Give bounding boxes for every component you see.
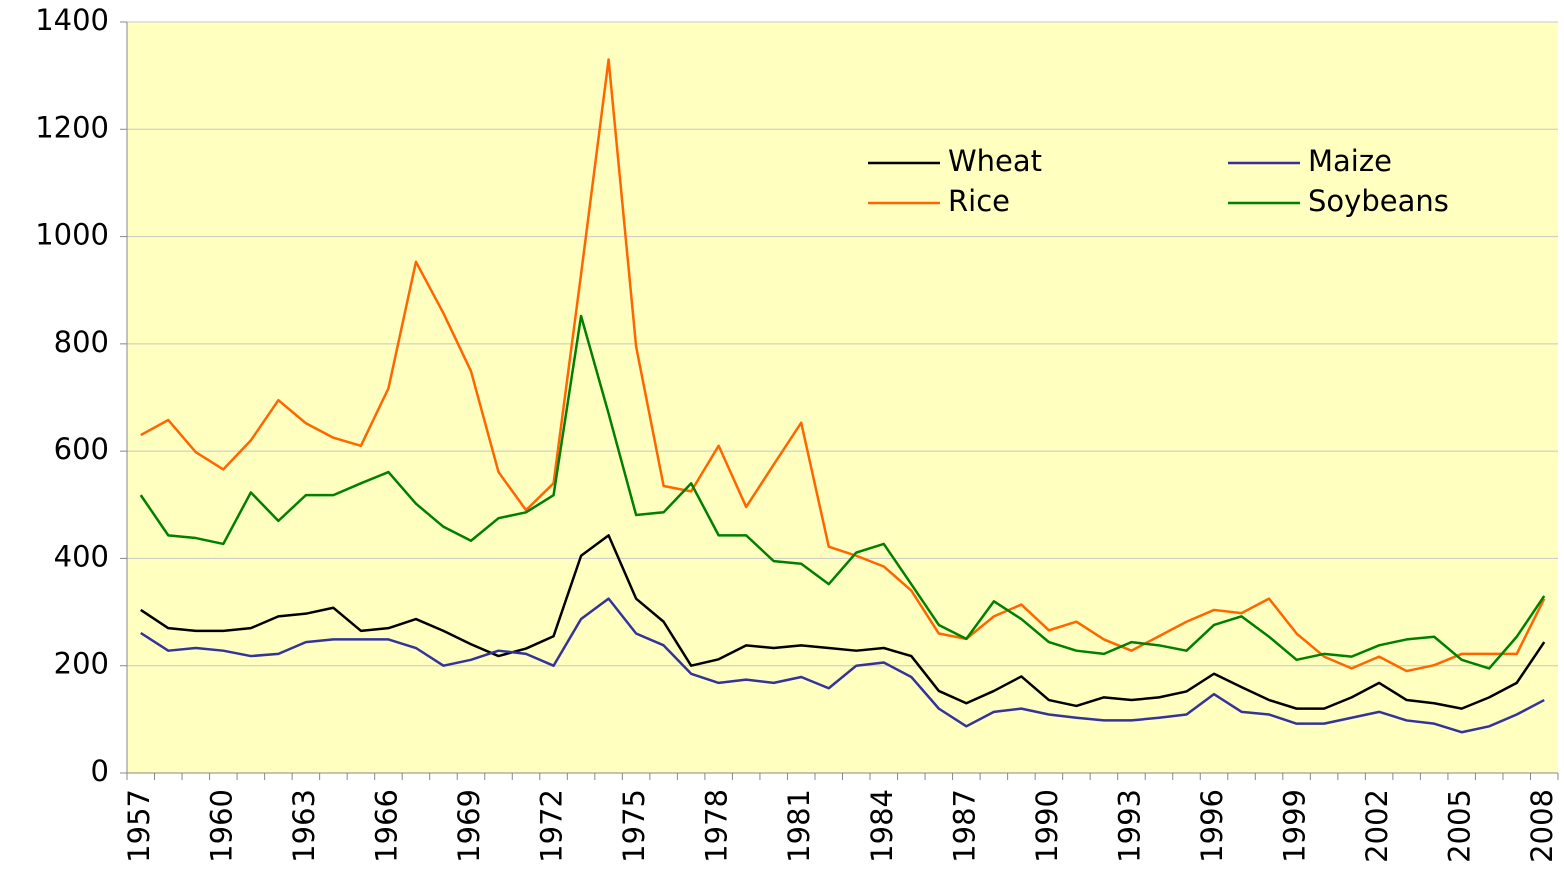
x-tick-label: 1984 <box>865 789 899 863</box>
series-line <box>140 597 1545 734</box>
legend-label: Maize <box>1308 144 1392 178</box>
legend-label: Soybeans <box>1308 184 1449 218</box>
x-tick-label: 1981 <box>782 789 816 863</box>
x-tick-label: 1996 <box>1195 789 1229 863</box>
legend-label: Rice <box>948 184 1010 218</box>
y-tick-label: 1400 <box>35 3 109 37</box>
series-line <box>140 58 1546 673</box>
series-line <box>140 534 1546 710</box>
x-tick-label: 1993 <box>1112 789 1146 863</box>
y-tick-label: 600 <box>54 432 109 466</box>
x-tick-label: 1963 <box>287 789 321 863</box>
x-tick-label: 1978 <box>700 789 734 863</box>
x-tick-label: 1999 <box>1278 789 1312 863</box>
y-tick-label: 1000 <box>35 218 109 252</box>
x-tick-label: 1966 <box>369 789 403 863</box>
x-tick-label: 1957 <box>122 789 156 863</box>
x-tick-label: 2005 <box>1443 789 1477 863</box>
legend-label: Wheat <box>948 144 1042 178</box>
series-line <box>139 314 1546 670</box>
x-tick-label: 2002 <box>1360 789 1394 863</box>
x-tick-label: 1975 <box>617 789 651 863</box>
x-tick-label: 1972 <box>535 789 569 863</box>
x-tick-label: 1990 <box>1030 789 1064 863</box>
x-tick-label: 2008 <box>1525 789 1559 863</box>
x-tick-label: 1987 <box>947 789 981 863</box>
y-tick-label: 400 <box>54 539 109 573</box>
y-tick-label: 1200 <box>35 110 109 144</box>
x-tick-label: 1960 <box>204 789 238 863</box>
plot-area <box>127 22 1558 773</box>
y-tick-label: 200 <box>54 647 109 681</box>
x-tick-label: 1969 <box>452 789 486 863</box>
y-tick-label: 0 <box>91 754 109 788</box>
y-tick-label: 800 <box>54 325 109 359</box>
